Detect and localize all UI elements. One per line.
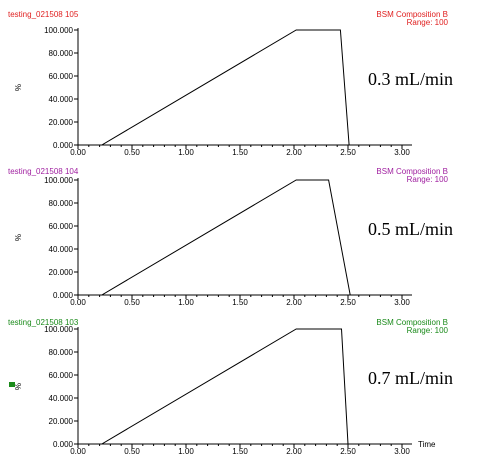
y-tick-label: 40.000 [49,394,74,403]
y-tick-label: 80.000 [49,348,74,357]
y-axis-label: % [14,383,23,390]
percent-marker-icon [9,382,15,387]
flow-rate-annotation: 0.7 mL/min [368,368,453,388]
x-axis-title: Time [418,440,436,449]
x-tick-label: 0.50 [124,447,140,456]
x-tick-label: 2.00 [286,148,302,157]
flow-rate-annotation: 0.3 mL/min [368,69,453,89]
x-tick-label: 3.00 [394,298,410,307]
flow-rate-annotation: 0.5 mL/min [368,219,453,239]
y-tick-label: 20.000 [49,118,74,127]
x-tick-label: 1.50 [232,298,248,307]
x-tick-label: 1.50 [232,148,248,157]
y-tick-label: 0.000 [53,440,74,449]
y-axis-label: % [14,234,23,241]
panel-title: testing_021508 103 [8,318,79,327]
y-tick-label: 40.000 [49,245,74,254]
y-tick-label: 0.000 [53,141,74,150]
gradient-trace [78,29,402,146]
x-tick-label: 0.00 [70,447,86,456]
gradient-trace [78,328,402,445]
x-tick-label: 0.00 [70,298,86,307]
range-label: Range: 100 [407,18,449,27]
y-tick-label: 60.000 [49,72,74,81]
y-tick-label: 40.000 [49,95,74,104]
x-tick-label: 2.50 [340,298,356,307]
x-tick-label: 1.00 [178,298,194,307]
y-tick-label: 100.000 [44,325,73,334]
panel-subtitle: BSM Composition B [376,10,448,19]
panel-title: testing_021508 104 [8,167,79,176]
y-tick-label: 20.000 [49,268,74,277]
x-tick-label: 3.00 [394,148,410,157]
x-tick-label: 2.00 [286,447,302,456]
x-tick-label: 0.00 [70,148,86,157]
range-label: Range: 100 [407,326,449,335]
x-tick-label: 0.50 [124,298,140,307]
x-tick-label: 1.00 [178,447,194,456]
y-tick-label: 60.000 [49,371,74,380]
x-tick-label: 1.00 [178,148,194,157]
range-label: Range: 100 [407,175,449,184]
x-tick-label: 1.50 [232,447,248,456]
y-tick-label: 80.000 [49,199,74,208]
y-axis-label: % [14,84,23,91]
gradient-trace [78,179,402,296]
y-tick-label: 60.000 [49,222,74,231]
panel-title: testing_021508 105 [8,10,79,19]
x-tick-label: 0.50 [124,148,140,157]
x-tick-label: 2.50 [340,447,356,456]
panel-subtitle: BSM Composition B [376,167,448,176]
y-tick-label: 100.000 [44,176,73,185]
y-tick-label: 100.000 [44,26,73,35]
x-tick-label: 2.50 [340,148,356,157]
y-tick-label: 80.000 [49,49,74,58]
y-tick-label: 0.000 [53,291,74,300]
panel-subtitle: BSM Composition B [376,318,448,327]
x-tick-label: 2.00 [286,298,302,307]
x-tick-label: 3.00 [394,447,410,456]
y-tick-label: 20.000 [49,417,74,426]
